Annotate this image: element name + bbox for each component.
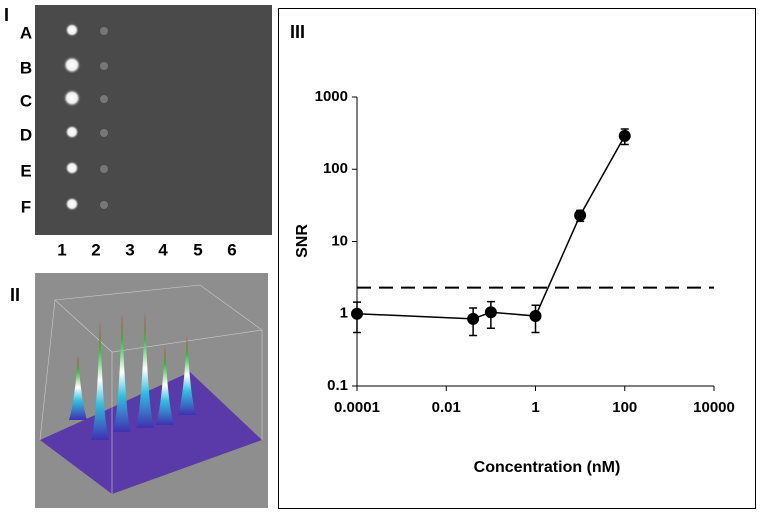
x-axis-label: Concentration (nM) [474, 459, 621, 476]
spot [100, 27, 108, 35]
data-point [574, 209, 587, 222]
y-axis-label: SNR [294, 224, 311, 258]
peak [113, 312, 131, 432]
y-tick-label: 1 [340, 305, 348, 322]
column-label: 4 [158, 240, 168, 259]
spot [100, 129, 108, 137]
column-label: 6 [227, 240, 236, 259]
peak [178, 335, 196, 415]
spot [100, 62, 108, 70]
peak [69, 355, 87, 420]
surface-floor [40, 372, 262, 494]
y-tick-label: 1000 [315, 88, 348, 105]
spot [100, 165, 108, 173]
column-label: 1 [57, 240, 66, 259]
row-label: C [20, 91, 32, 110]
peak [136, 310, 154, 428]
y-tick-label: 100 [323, 160, 348, 177]
x-tick-label: 100 [612, 399, 637, 416]
column-label: 2 [91, 240, 100, 259]
panel-label: III [290, 22, 305, 42]
series-line [356, 135, 626, 320]
row-label: B [20, 58, 32, 77]
spot [100, 95, 108, 103]
plot: 0.1 1 10 100 1000 0.0001 0.01 1 100 10000 [315, 88, 735, 416]
x-tick-label: 0.0001 [334, 399, 380, 416]
data-point [484, 306, 497, 319]
row-label: E [20, 161, 31, 180]
row-label: A [20, 23, 32, 42]
x-tick-label: 1 [531, 399, 539, 416]
column-labels: 1 2 3 4 5 6 [57, 240, 236, 259]
spot [63, 89, 81, 107]
spot [100, 201, 108, 209]
spots [63, 23, 108, 211]
data-point [529, 310, 542, 323]
column-label: 3 [125, 240, 134, 259]
column-label: 5 [193, 240, 202, 259]
data-point [467, 312, 480, 325]
panel-label: I [4, 5, 9, 25]
surface-box [39, 284, 263, 494]
x-tick-label: 10000 [693, 399, 735, 416]
y-tick-label: 10 [331, 232, 348, 249]
row-label: F [21, 197, 31, 216]
panel-frame [278, 8, 756, 509]
spot [65, 23, 79, 37]
peak [156, 345, 174, 425]
spot [63, 56, 81, 74]
row-label: D [20, 125, 32, 144]
peak [91, 320, 109, 440]
spot [65, 125, 79, 139]
peaks [69, 310, 196, 440]
array-image [35, 5, 272, 235]
panel-label: II [10, 285, 20, 305]
x-tick-label: 0.01 [432, 399, 461, 416]
data-point [351, 307, 363, 320]
data-point [618, 129, 631, 142]
y-tick-label: 0.1 [327, 377, 348, 394]
spot [65, 161, 79, 175]
spot [65, 197, 79, 211]
